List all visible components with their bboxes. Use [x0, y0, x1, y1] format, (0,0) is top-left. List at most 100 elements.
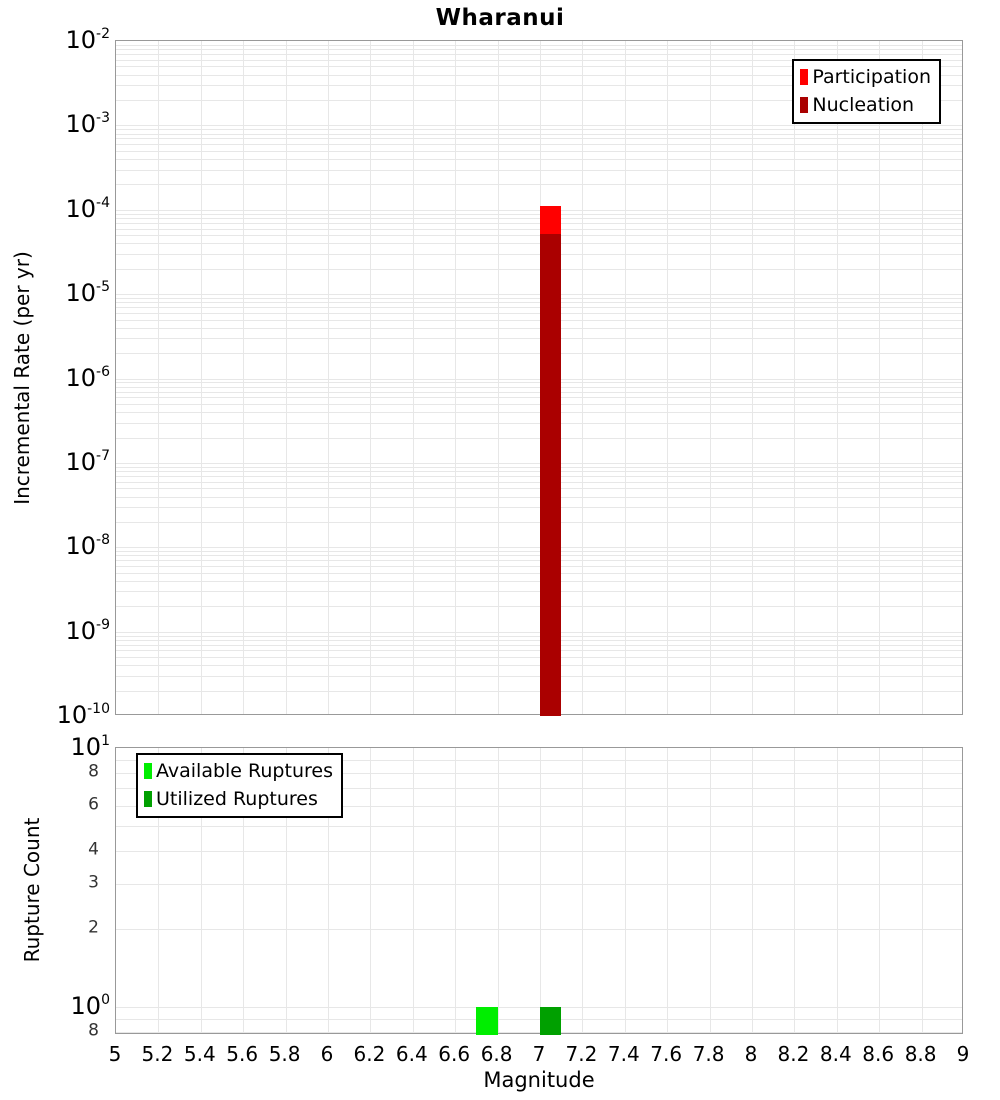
legend-label: Available Ruptures: [156, 760, 333, 782]
x-tick-label: 5.2: [141, 1042, 174, 1066]
gridline-vertical: [412, 41, 414, 714]
gridline-horizontal: [116, 635, 962, 637]
gridline-horizontal: [116, 397, 962, 399]
gridline-vertical: [455, 41, 457, 714]
y-tick-exponent: -6: [96, 363, 110, 380]
gridline-horizontal: [116, 555, 962, 557]
gridline-vertical: [285, 41, 287, 714]
gridline-horizontal: [116, 386, 962, 388]
gridline-horizontal: [116, 213, 962, 215]
gridline-horizontal: [116, 437, 962, 439]
gridline-horizontal: [116, 665, 962, 667]
y-tick-label: 100: [0, 992, 110, 1018]
x-tick-label: 8.4: [819, 1042, 852, 1066]
y-tick-label: 10-8: [0, 532, 110, 558]
gridline-horizontal: [116, 338, 962, 340]
y-tick-exponent: 0: [101, 992, 110, 1008]
gridline-horizontal: [116, 169, 962, 171]
y-tick-exponent: -8: [96, 532, 110, 549]
gridline-vertical: [879, 41, 881, 714]
gridline-horizontal: [116, 773, 962, 775]
gridline-vertical: [752, 41, 753, 714]
y-tick-label: 10-10: [0, 702, 110, 727]
gridline-horizontal: [116, 644, 962, 646]
gridline-horizontal: [116, 606, 962, 608]
gridline-horizontal: [116, 159, 962, 160]
gridline-horizontal: [116, 551, 962, 553]
gridline-horizontal: [116, 133, 962, 135]
gridline-horizontal: [116, 560, 962, 562]
gridline-horizontal: [116, 1007, 962, 1008]
gridline-horizontal: [116, 59, 962, 61]
gridline-vertical: [836, 41, 838, 714]
gridline-horizontal: [116, 307, 962, 309]
gridline-horizontal: [116, 566, 962, 567]
x-tick-label: 8.8: [904, 1042, 937, 1066]
gridline-horizontal: [116, 319, 962, 321]
gridline-vertical: [836, 748, 838, 1033]
gridline-vertical: [921, 748, 923, 1033]
x-tick-label: 8.2: [777, 1042, 810, 1066]
x-tick-label: 8.6: [862, 1042, 895, 1066]
gridline-vertical: [455, 748, 457, 1033]
gridline-horizontal: [116, 481, 962, 483]
y-tick-base: 10: [70, 733, 102, 761]
y-tick-exponent: -4: [96, 194, 110, 211]
legend-item-nucleation: Nucleation: [800, 91, 931, 119]
gridline-horizontal: [116, 243, 962, 245]
bar-available-ruptures: [476, 1007, 498, 1035]
gridline-horizontal: [116, 547, 962, 549]
y-tick-label: 10-5: [0, 280, 110, 305]
gridline-vertical: [667, 41, 669, 714]
gridline-horizontal: [116, 312, 962, 314]
x-tick-label: 5.8: [268, 1042, 301, 1066]
chart-title: Wharanui: [435, 5, 565, 31]
y-tick-label: 10-6: [0, 363, 110, 392]
gridline-horizontal: [116, 327, 962, 329]
y-tick-label-minor: 6: [88, 794, 99, 814]
gridline-vertical: [709, 41, 711, 714]
gridline-vertical: [497, 748, 499, 1033]
incremental-rate-plot-area: Participation Nucleation: [115, 40, 963, 716]
gridline-horizontal: [116, 1032, 962, 1034]
y-tick-exponent: -2: [96, 26, 110, 42]
gridline-horizontal: [116, 631, 962, 633]
gridline-vertical: [752, 748, 753, 1033]
gridline-vertical: [370, 41, 372, 714]
x-tick-label: 8: [744, 1042, 758, 1066]
x-tick-label: 6.6: [438, 1042, 471, 1066]
gridline-vertical: [328, 748, 329, 1033]
y-tick-label: 10-3: [0, 110, 110, 136]
gridline-horizontal: [116, 66, 962, 68]
gridline-horizontal: [116, 382, 962, 384]
gridline-horizontal: [116, 268, 962, 270]
gridline-horizontal: [116, 222, 962, 224]
rate-legend: Participation Nucleation: [792, 59, 941, 124]
x-tick-label: 5: [108, 1042, 122, 1066]
gridline-horizontal: [116, 851, 962, 853]
rupture-count-plot-area: Available Ruptures Utilized Ruptures: [115, 747, 963, 1035]
gridline-horizontal: [116, 74, 962, 76]
gridline-horizontal: [116, 217, 962, 219]
gridline-horizontal: [116, 144, 962, 146]
gridline-horizontal: [116, 228, 962, 230]
gridline-vertical: [921, 41, 923, 714]
y-tick-label-minor: 3: [88, 872, 99, 892]
bar-nucleation: [540, 233, 562, 716]
gridline-horizontal: [116, 521, 962, 523]
y-tick-exponent: 1: [101, 733, 110, 749]
y-tick-label: 10-4: [0, 194, 110, 221]
gridline-horizontal: [116, 591, 962, 593]
legend-label: Nucleation: [812, 94, 915, 116]
gridline-horizontal: [116, 298, 962, 299]
y-tick-base: 10: [65, 363, 97, 392]
x-axis-title: Magnitude: [483, 1068, 595, 1092]
legend-label: Utilized Ruptures: [156, 788, 318, 810]
x-tick-label: 7.4: [607, 1042, 640, 1066]
y-tick-exponent: -3: [96, 110, 110, 127]
gridline-horizontal: [116, 572, 962, 574]
gridline-vertical: [243, 748, 245, 1033]
gridline-vertical: [158, 41, 160, 714]
participation-swatch-icon: [800, 69, 809, 85]
gridline-horizontal: [116, 471, 962, 473]
